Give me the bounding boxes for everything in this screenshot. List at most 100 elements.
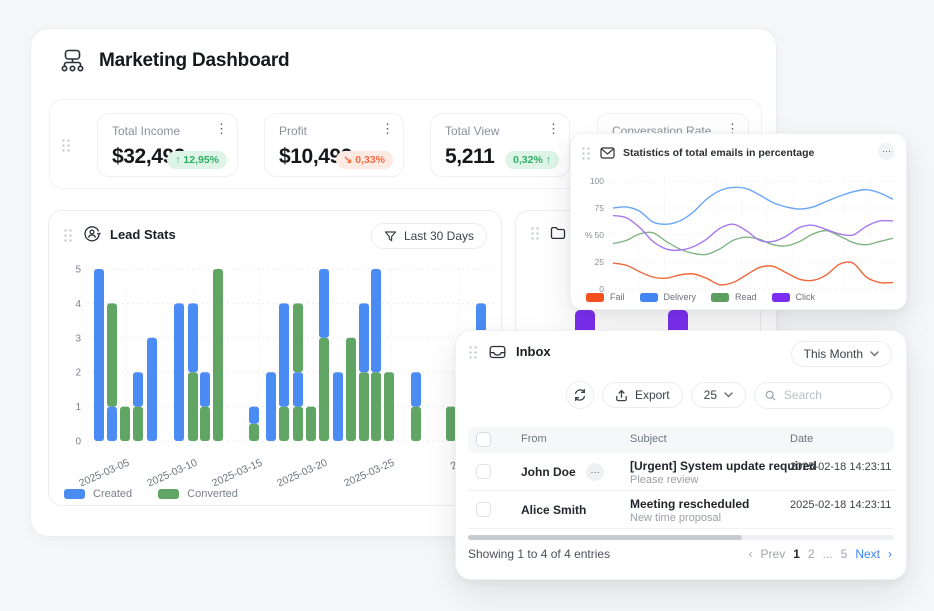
email-preview: New time proposal — [630, 512, 721, 524]
drag-handle-icon[interactable] — [468, 344, 479, 359]
email-stats-chart: 1007550250% — [577, 166, 902, 296]
inbox-footer: Showing 1 to 4 of 4 entries ‹Prev12...5N… — [468, 547, 892, 561]
svg-text:%: % — [585, 230, 593, 240]
chevron-down-icon — [724, 392, 733, 398]
dashboard-page: Marketing Dashboard Total Income⋮$32,499… — [0, 0, 934, 611]
svg-text:25: 25 — [595, 257, 605, 267]
legend-item: Created — [64, 488, 132, 500]
lead-stats-card: Lead Stats Last 30 Days 5432102025-03-05… — [48, 210, 502, 506]
export-button[interactable]: Export — [602, 382, 683, 408]
column-header-subject[interactable]: Subject — [630, 433, 667, 445]
legend-item: Fail — [586, 292, 625, 302]
column-header-from[interactable]: From — [521, 433, 547, 445]
email-subject: Meeting rescheduled — [630, 497, 749, 511]
kebab-menu-icon[interactable]: ⋮ — [547, 122, 560, 136]
search-box — [754, 382, 892, 409]
email-stats-card: Statistics of total emails in percentage… — [570, 133, 907, 310]
next-chevron[interactable]: › — [888, 547, 892, 561]
pagination: ‹ Prev 12... 5 Next › — [749, 547, 892, 561]
period-select[interactable]: This Month — [791, 341, 892, 367]
drag-handle-icon[interactable] — [530, 225, 541, 240]
row-menu-button[interactable]: ⋯ — [586, 463, 604, 481]
search-input[interactable] — [784, 388, 881, 402]
legend-item: Click — [772, 292, 816, 302]
svg-text:2: 2 — [75, 368, 81, 379]
card-menu-button[interactable]: ⋯ — [878, 143, 895, 160]
table-body: John Doe ⋯ [Urgent] System update required… — [468, 453, 894, 529]
svg-text:50: 50 — [595, 230, 605, 240]
svg-text:100: 100 — [590, 176, 604, 186]
column-header-date[interactable]: Date — [790, 433, 813, 445]
last-30-days-filter-button[interactable]: Last 30 Days — [371, 223, 487, 249]
legend-item: Delivery — [640, 292, 697, 302]
inbox-table: From Subject Date John Doe ⋯ [Urgent] Syst… — [468, 427, 894, 529]
inbox-toolbar: Export 25 — [566, 381, 892, 409]
folder-icon — [550, 226, 566, 240]
email-date: 2025-02-18 14:23:11 — [790, 461, 891, 473]
svg-text:75: 75 — [595, 203, 605, 213]
drag-handle-icon[interactable] — [581, 145, 592, 160]
email-stats-title: Statistics of total emails in percentage — [623, 147, 814, 159]
svg-text:2025-03-10: 2025-03-10 — [145, 457, 199, 486]
kpi-label: Profit — [279, 124, 307, 138]
legend-item: Read — [711, 292, 757, 302]
svg-text:5: 5 — [75, 265, 81, 276]
svg-text:4: 4 — [75, 299, 81, 310]
prev-chevron[interactable]: ‹ — [749, 547, 753, 561]
row-checkbox[interactable] — [476, 502, 491, 517]
svg-text:0: 0 — [75, 437, 81, 448]
search-icon — [765, 389, 776, 402]
drag-handle-icon[interactable] — [61, 137, 72, 152]
next-button[interactable]: Next — [855, 547, 880, 561]
email-subject: [Urgent] System update required — [630, 459, 817, 473]
svg-text:2025-03-15: 2025-03-15 — [210, 457, 264, 486]
lead-stats-legend: CreatedConverted — [64, 488, 238, 500]
lead-stats-title: Lead Stats — [110, 227, 176, 242]
kpi-trend-badge: 0,32% ↑ — [505, 151, 559, 169]
kebab-menu-icon[interactable]: ⋮ — [215, 122, 228, 136]
svg-text:3: 3 — [75, 333, 81, 344]
legend-swatch — [772, 293, 790, 302]
legend-swatch — [711, 293, 729, 302]
page-header: Marketing Dashboard — [59, 47, 289, 74]
table-row[interactable]: Alice SmithMeeting rescheduledNew time p… — [468, 491, 894, 529]
table-header-row: From Subject Date — [468, 427, 894, 453]
svg-text:2025-03-20: 2025-03-20 — [275, 457, 329, 486]
chevron-down-icon — [870, 351, 879, 357]
legend-swatch — [64, 489, 85, 499]
horizontal-scrollbar — [468, 535, 894, 540]
select-all-checkbox[interactable] — [476, 432, 491, 447]
row-checkbox[interactable] — [476, 464, 491, 479]
page-number[interactable]: 5 — [841, 547, 848, 561]
page-title: Marketing Dashboard — [99, 50, 289, 72]
envelope-icon — [600, 147, 615, 159]
prev-button[interactable]: Prev — [761, 547, 786, 561]
kpi-card: Total Income⋮$32,499↑ 12,95% — [97, 113, 238, 177]
inbox-card: Inbox This Month Export — [455, 330, 907, 580]
page-ellipsis[interactable]: ... — [823, 547, 833, 561]
refresh-icon — [573, 388, 587, 402]
kpi-card: Total View⋮5,2110,32% ↑ — [430, 113, 570, 177]
refresh-button[interactable] — [566, 381, 594, 409]
page-size-select[interactable]: 25 — [691, 382, 746, 408]
email-stats-legend: Fail Delivery Read Click — [586, 292, 815, 302]
email-date: 2025-02-18 14:23:11 — [790, 499, 891, 511]
lead-icon — [83, 225, 101, 243]
page-number[interactable]: 2 — [808, 547, 815, 561]
scrollbar-thumb[interactable] — [468, 535, 742, 540]
lead-stats-chart: 5432102025-03-052025-03-102025-03-152025… — [49, 251, 503, 486]
kpi-card: Profit⋮$10,499↘ 0,33% — [264, 113, 404, 177]
funnel-icon — [384, 230, 397, 243]
inbox-title: Inbox — [516, 344, 551, 359]
drag-handle-icon[interactable] — [63, 227, 74, 242]
sitemap-icon — [59, 47, 86, 74]
kebab-menu-icon[interactable]: ⋮ — [381, 122, 394, 136]
legend-swatch — [158, 489, 179, 499]
kpi-value: 5,211 — [445, 145, 494, 169]
sender-name: John Doe — [521, 465, 576, 479]
inbox-icon — [489, 345, 506, 359]
page-number[interactable]: 1 — [793, 547, 800, 561]
table-row[interactable]: John Doe ⋯ [Urgent] System update required… — [468, 453, 894, 491]
export-icon — [615, 389, 628, 402]
kpi-trend-badge: ↑ 12,95% — [167, 151, 227, 169]
